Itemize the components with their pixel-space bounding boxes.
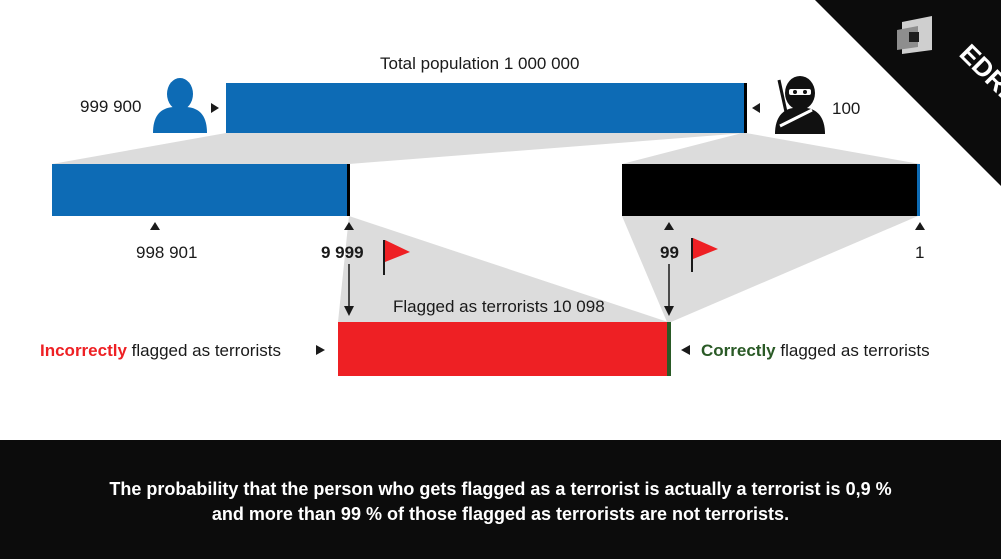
conclusion-line-1: The probability that the person who gets… [109, 479, 892, 499]
correctly-word: Correctly [701, 341, 776, 360]
conclusion-banner: The probability that the person who gets… [0, 440, 1001, 559]
arrow-down-terrorists-head [664, 306, 674, 316]
person-icon [153, 78, 207, 133]
conclusion-text: The probability that the person who gets… [90, 477, 911, 527]
innocents-flagged-count: 9 999 [321, 243, 364, 262]
brand-corner [815, 0, 1001, 186]
terrorist-count: 100 [832, 99, 861, 118]
flagged-title: Flagged as terrorists 10 098 [393, 297, 605, 316]
arrow-down-innocents-head [344, 306, 354, 316]
total-population-title: Total population 1 000 000 [380, 54, 580, 73]
marker-flagged-innocents [344, 222, 354, 230]
bar-terrorists [622, 164, 920, 216]
bar-innocents-flagged-slice [347, 164, 350, 216]
bar-total-population [226, 83, 746, 133]
marker-not-flagged-innocents [150, 222, 160, 230]
correctly-rest: flagged as terrorists [775, 341, 930, 360]
conclusion-line-2: and more than 99 % of those flagged as t… [211, 504, 790, 524]
innocents-not-flagged-count: 998 901 [136, 243, 198, 262]
connector-innocents [52, 133, 746, 164]
marker-not-flagged-terrorists [915, 222, 925, 230]
correctly-flagged-label: Correctly flagged as terrorists [701, 341, 930, 361]
bar-flagged [338, 322, 671, 376]
red-flag-icon [691, 238, 718, 272]
bar-terrorist-slice [744, 83, 747, 133]
arrow-left-terrorists [752, 103, 760, 113]
incorrectly-rest: flagged as terrorists [126, 341, 281, 360]
terrorists-flagged-count: 99 [660, 243, 679, 262]
bar-innocents [52, 164, 349, 216]
arrow-right-innocents [211, 103, 219, 113]
masked-terrorist-icon [775, 76, 825, 134]
marker-flagged-terrorists [664, 222, 674, 230]
arrow-right-incorrect [316, 345, 325, 355]
bar-terrorists-unflagged-slice [917, 164, 920, 216]
incorrectly-flagged-label: Incorrectly flagged as terrorists [40, 341, 281, 361]
arrow-left-correct [681, 345, 690, 355]
connector-flagged-innocents [338, 216, 668, 322]
bar-flagged-correct-slice [667, 322, 671, 376]
red-flag-icon [383, 240, 410, 275]
incorrectly-word: Incorrectly [40, 341, 127, 360]
edri-logo-icon [897, 16, 932, 54]
innocent-count: 999 900 [80, 97, 142, 116]
connector-terrorists [622, 133, 920, 164]
terrorists-not-flagged-count: 1 [915, 243, 925, 262]
